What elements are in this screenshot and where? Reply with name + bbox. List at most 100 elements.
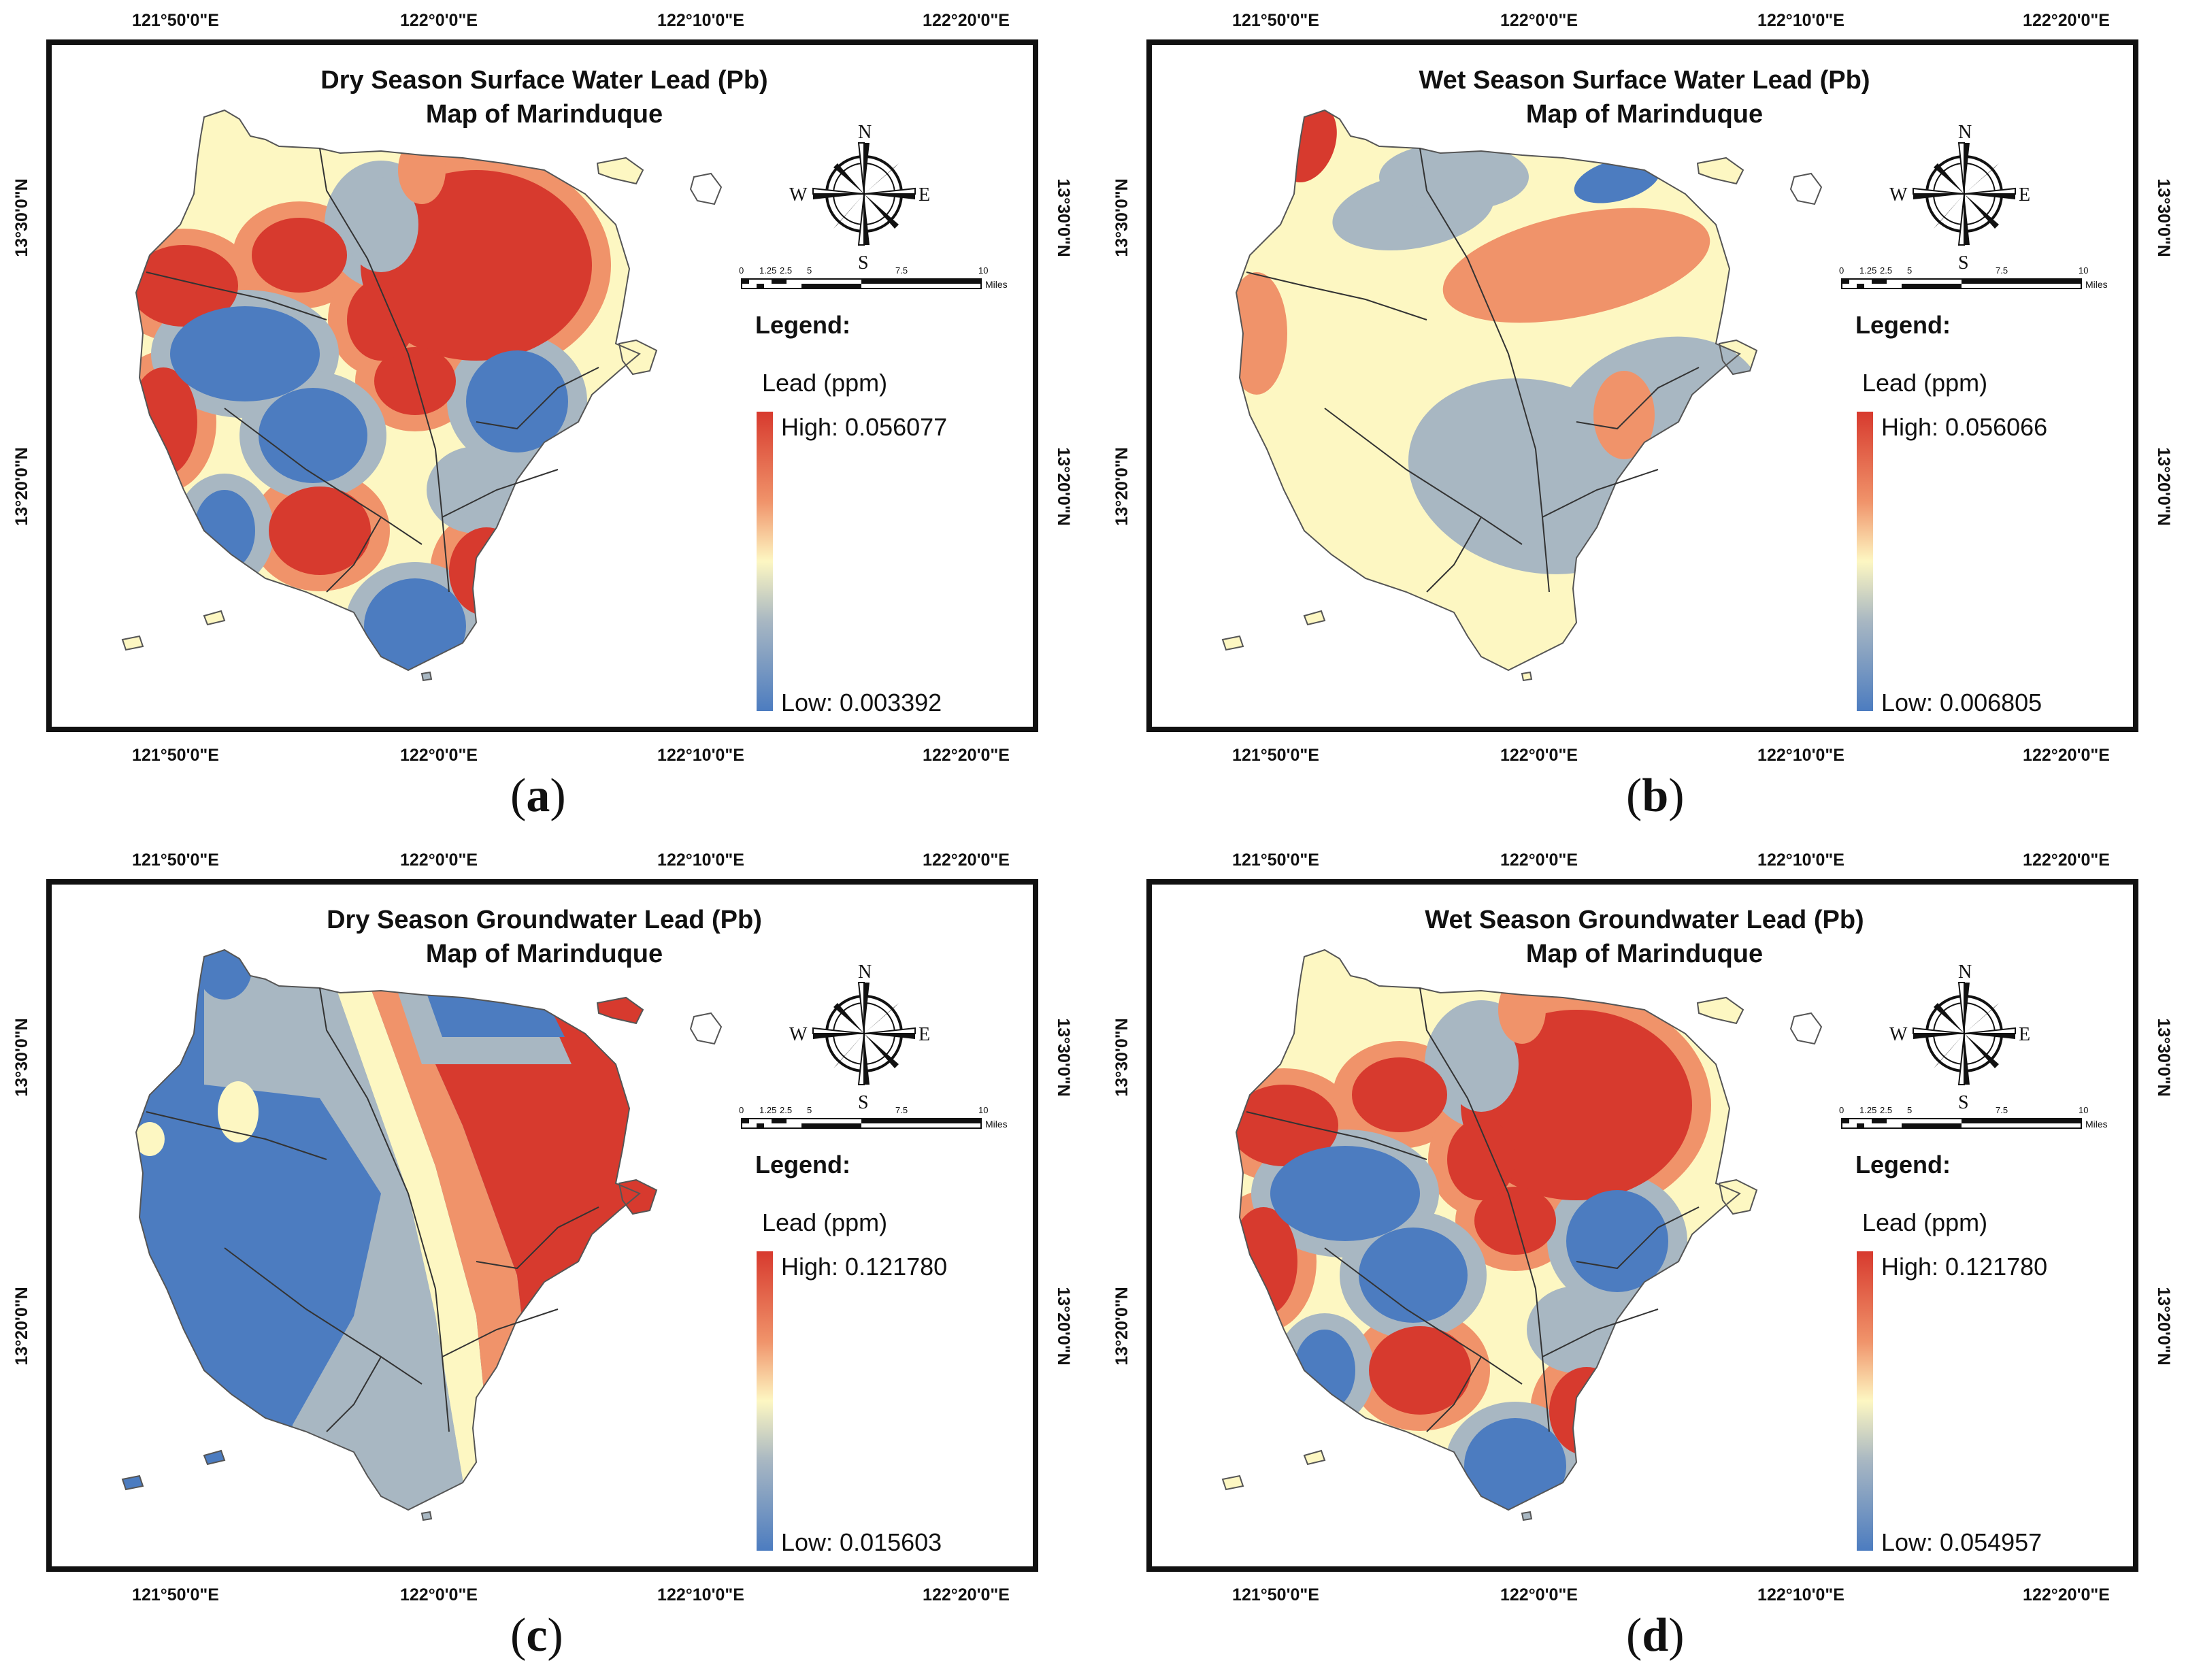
islet-outline [1789,172,1823,205]
compass-w-label: W [1889,184,1908,205]
scale-tick-label: 2.5 [1880,265,1892,276]
legend-color-ramp [1857,1251,1873,1551]
scale-tick-label: 5 [1907,265,1912,276]
legend-low: Low: 0.015603 [781,1528,942,1556]
scale-bar: 0 1.25 2.5 5 7.5 10 Miles [1839,1105,2108,1130]
scale-tick-label: 10 [978,265,988,276]
islet-outline [689,1012,723,1045]
scale-tick-label: 10 [978,1105,988,1115]
longitude-label: 121°50'0"E [132,1585,219,1604]
legend-color-ramp [1857,412,1873,711]
islet-outline [1221,635,1244,651]
longitude-label: 122°20'0"E [2023,1585,2110,1604]
scale-unit-label: Miles [985,1119,1008,1130]
scale-tick-label: 7.5 [895,1105,908,1115]
latitude-label-right: 13°30'0"N [2154,1018,2173,1096]
islet-outline [1789,1012,1823,1045]
island-outline [1235,949,1741,1511]
road-line [442,1308,559,1357]
longitude-label: 122°10'0"E [1757,746,1844,765]
panel-caption: (d) [1626,1609,1685,1662]
longitude-label: 122°0'0"E [400,746,478,765]
longitude-label: 122°0'0"E [400,851,478,870]
islet-outline [618,339,658,376]
road-line [1542,1308,1659,1357]
map-panel-d: Wet Season Groundwater Lead (Pb) Map of M… [1100,840,2200,1679]
road-line [1324,1247,1523,1385]
latitude-label-left: 13°30'0"N [12,178,31,257]
latitude-label-left: 13°30'0"N [1112,1018,1131,1096]
road-line [1576,367,1700,430]
compass-rose-icon: N S E W [1889,961,2030,1113]
longitude-label: 121°50'0"E [132,11,219,30]
road-line [326,516,382,593]
scale-tick-label: 10 [2079,1105,2088,1115]
longitude-label: 122°20'0"E [2023,11,2110,30]
legend-high: High: 0.121780 [1881,1253,2047,1281]
longitude-label: 122°10'0"E [1757,11,1844,30]
legend-unit: Lead (ppm) [1862,369,1987,397]
compass-s-label: S [858,252,869,274]
scale-bar: 0 1.25 2.5 5 7.5 10 Miles [739,265,1008,290]
map-title-line1: Wet Season Surface Water Lead (Pb) [1419,66,1870,95]
scale-tick-label: 7.5 [1996,265,2008,276]
map-title-line1: Wet Season Groundwater Lead (Pb) [1425,906,1864,934]
compass-rose-icon: N S E W [1889,122,2030,274]
latitude-label-right: 13°20'0"N [2154,1287,2173,1365]
scale-bar: 0 1.25 2.5 5 7.5 10 Miles [1839,265,2108,290]
latitude-label-right: 13°30'0"N [1054,178,1073,257]
compass-s-label: S [1958,1092,1969,1113]
legend-title: Legend: [755,1151,850,1179]
compass-w-label: W [789,1024,808,1045]
road-line [146,1111,327,1160]
longitude-label: 121°50'0"E [1232,851,1319,870]
islet-outline [1718,1179,1758,1215]
legend-title: Legend: [755,311,850,339]
scale-tick-label: 0 [739,1105,744,1115]
compass-rose-icon: N S E W [789,122,930,274]
longitude-label: 122°10'0"E [657,11,744,30]
scale-tick-label: 1.25 [1859,265,1876,276]
longitude-label: 122°20'0"E [923,1585,1010,1604]
islet-outline [1303,610,1326,626]
scale-tick-label: 1.25 [1859,1105,1876,1115]
islet-outline [1521,671,1533,682]
road-line [1324,408,1523,545]
longitude-label: 121°50'0"E [1232,746,1319,765]
longitude-label: 122°20'0"E [923,746,1010,765]
longitude-label: 122°20'0"E [2023,851,2110,870]
scale-unit-label: Miles [2085,279,2108,290]
compass-e-label: E [2019,1024,2030,1045]
legend-title: Legend: [1855,1151,1951,1179]
scale-tick-label: 2.5 [780,265,792,276]
map-title-line2: Map of Marinduque [1526,940,1763,968]
road-line [476,1206,599,1270]
scale-tick-label: 10 [2079,265,2088,276]
longitude-label: 122°0'0"E [400,11,478,30]
map-title-line1: Dry Season Groundwater Lead (Pb) [327,906,762,934]
legend-high: High: 0.056077 [781,413,947,441]
longitude-label: 122°10'0"E [657,1585,744,1604]
scale-tick-label: 1.25 [759,1105,776,1115]
legend-unit: Lead (ppm) [1862,1208,1987,1236]
longitude-label: 121°50'0"E [1232,1585,1319,1604]
islet-outline [1696,996,1744,1025]
compass-n-label: N [1958,961,1972,983]
longitude-label: 122°20'0"E [923,851,1010,870]
panel-caption: (c) [510,1609,563,1662]
compass-n-label: N [858,961,872,983]
islet-outline [689,172,723,205]
latitude-label-right: 13°20'0"N [2154,447,2173,525]
islet-outline [420,1511,433,1521]
latitude-label-left: 13°30'0"N [1112,178,1131,257]
scale-tick-label: 1.25 [759,265,776,276]
latitude-label-left: 13°30'0"N [12,1018,31,1096]
scale-tick-label: 7.5 [895,265,908,276]
road-line [442,469,559,518]
compass-w-label: W [789,184,808,205]
island-outline [135,949,641,1511]
legend-color-ramp [757,412,773,711]
longitude-label: 122°10'0"E [1757,1585,1844,1604]
scale-tick-label: 5 [807,265,812,276]
latitude-label-right: 13°20'0"N [1054,447,1073,525]
